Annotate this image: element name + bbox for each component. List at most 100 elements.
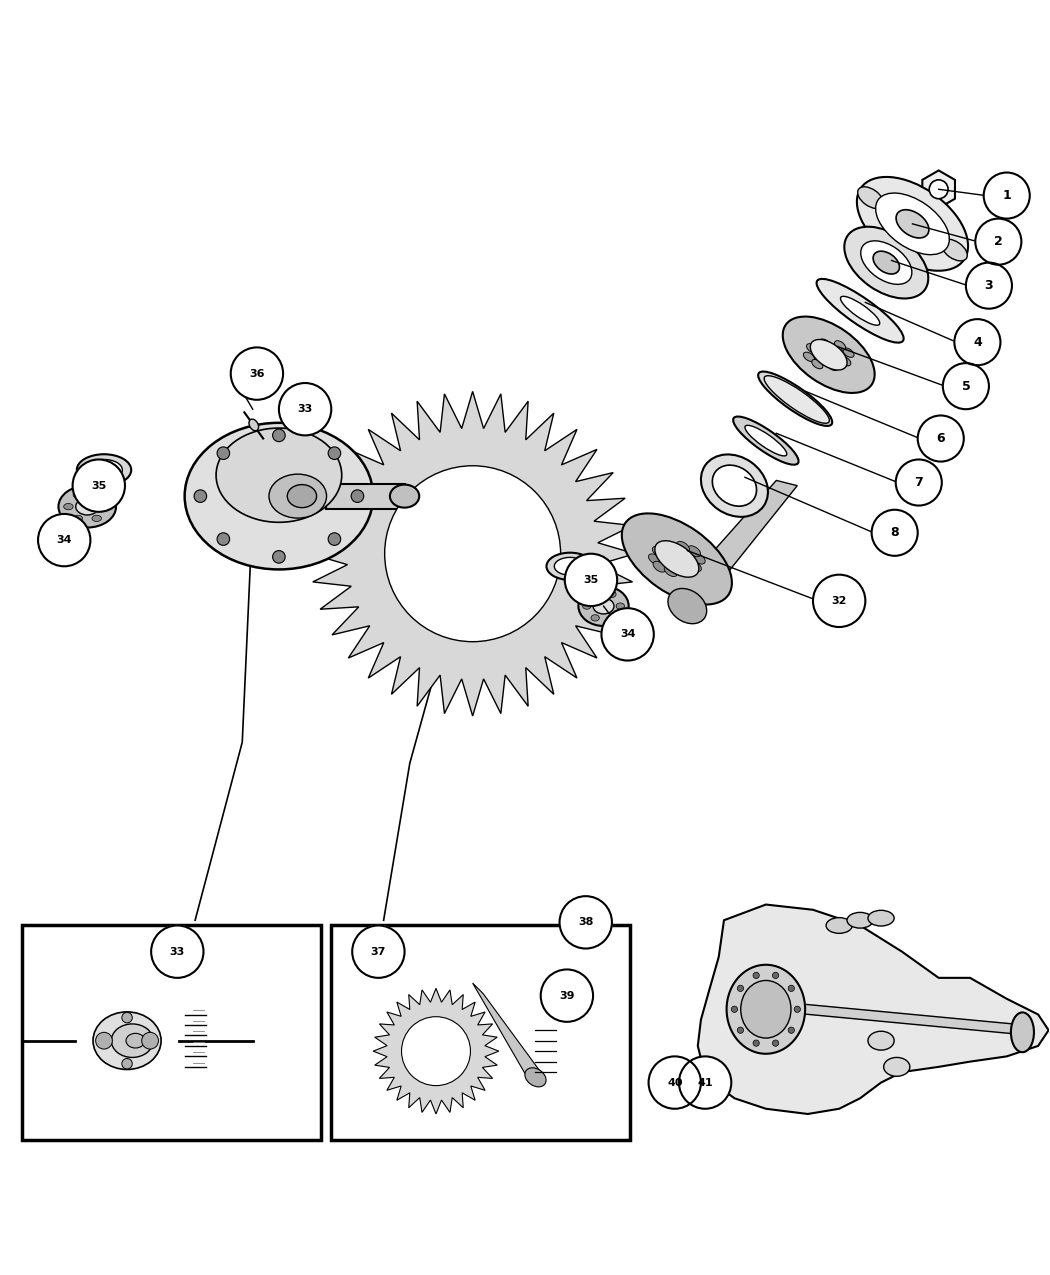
Circle shape — [737, 986, 743, 992]
Ellipse shape — [564, 927, 576, 945]
Ellipse shape — [727, 965, 805, 1053]
Ellipse shape — [689, 561, 701, 571]
Circle shape — [279, 382, 331, 435]
Polygon shape — [668, 1058, 686, 1080]
Ellipse shape — [876, 193, 949, 255]
Ellipse shape — [64, 504, 74, 510]
Ellipse shape — [663, 542, 676, 552]
Ellipse shape — [652, 547, 666, 557]
Circle shape — [954, 319, 1001, 365]
Ellipse shape — [840, 357, 850, 366]
Circle shape — [773, 973, 779, 978]
Polygon shape — [327, 483, 404, 509]
Ellipse shape — [740, 980, 791, 1038]
Text: 32: 32 — [832, 595, 847, 606]
Ellipse shape — [74, 515, 83, 521]
Text: 37: 37 — [371, 946, 386, 956]
Bar — [331, 926, 630, 1140]
Ellipse shape — [692, 553, 706, 564]
Ellipse shape — [758, 371, 833, 426]
Ellipse shape — [608, 615, 616, 621]
Circle shape — [217, 448, 230, 459]
Circle shape — [38, 514, 90, 566]
Ellipse shape — [216, 428, 341, 523]
Ellipse shape — [185, 423, 373, 570]
Ellipse shape — [74, 492, 83, 499]
Circle shape — [896, 459, 942, 506]
Ellipse shape — [622, 514, 732, 604]
Polygon shape — [311, 391, 635, 717]
Ellipse shape — [858, 187, 883, 209]
Bar — [22, 926, 321, 1140]
Ellipse shape — [819, 339, 831, 348]
Circle shape — [872, 510, 918, 556]
Polygon shape — [472, 983, 541, 1082]
Ellipse shape — [782, 316, 875, 393]
Text: 41: 41 — [697, 1077, 713, 1088]
Circle shape — [329, 448, 340, 459]
Ellipse shape — [269, 474, 327, 518]
Ellipse shape — [122, 1058, 132, 1068]
Ellipse shape — [583, 603, 591, 609]
Text: 7: 7 — [915, 476, 923, 490]
Circle shape — [984, 172, 1030, 218]
Circle shape — [273, 551, 286, 564]
Circle shape — [794, 1006, 800, 1012]
Ellipse shape — [554, 557, 586, 575]
Ellipse shape — [812, 360, 823, 368]
Circle shape — [401, 1016, 470, 1085]
Circle shape — [773, 1040, 779, 1047]
Ellipse shape — [92, 515, 102, 521]
Circle shape — [217, 533, 230, 546]
Ellipse shape — [764, 376, 830, 423]
Ellipse shape — [655, 541, 699, 578]
Circle shape — [789, 1028, 795, 1033]
Text: 34: 34 — [57, 536, 72, 546]
Ellipse shape — [688, 546, 700, 557]
Text: 34: 34 — [620, 630, 635, 639]
Ellipse shape — [811, 339, 847, 370]
Ellipse shape — [677, 566, 691, 576]
Ellipse shape — [579, 586, 629, 626]
Polygon shape — [698, 904, 1049, 1114]
Text: 35: 35 — [91, 481, 106, 491]
Ellipse shape — [847, 913, 874, 928]
Ellipse shape — [676, 542, 690, 552]
Circle shape — [273, 430, 286, 441]
Circle shape — [929, 180, 948, 199]
Text: 40: 40 — [667, 1077, 682, 1088]
Circle shape — [789, 986, 795, 992]
Ellipse shape — [844, 227, 928, 298]
Ellipse shape — [591, 615, 600, 621]
Circle shape — [541, 969, 593, 1021]
Circle shape — [329, 533, 340, 546]
Text: 39: 39 — [560, 991, 574, 1001]
Ellipse shape — [826, 918, 853, 933]
Ellipse shape — [843, 348, 854, 357]
Text: 1: 1 — [1003, 189, 1011, 201]
Ellipse shape — [803, 352, 815, 362]
Circle shape — [943, 363, 989, 409]
Circle shape — [565, 553, 617, 606]
Circle shape — [560, 896, 612, 949]
Ellipse shape — [92, 492, 102, 499]
Text: 4: 4 — [973, 335, 982, 348]
Text: 5: 5 — [962, 380, 970, 393]
Ellipse shape — [868, 1031, 895, 1051]
Ellipse shape — [884, 1057, 910, 1076]
Ellipse shape — [608, 592, 616, 598]
Circle shape — [737, 1028, 743, 1033]
Ellipse shape — [861, 241, 911, 284]
Circle shape — [352, 926, 404, 978]
Ellipse shape — [942, 240, 967, 261]
Ellipse shape — [593, 598, 614, 615]
Ellipse shape — [591, 592, 600, 598]
Ellipse shape — [712, 465, 757, 506]
Ellipse shape — [649, 553, 662, 565]
Ellipse shape — [77, 454, 131, 486]
Ellipse shape — [126, 1033, 145, 1048]
Ellipse shape — [142, 1033, 159, 1049]
Circle shape — [753, 1040, 759, 1047]
Ellipse shape — [616, 603, 625, 609]
Ellipse shape — [288, 484, 317, 507]
